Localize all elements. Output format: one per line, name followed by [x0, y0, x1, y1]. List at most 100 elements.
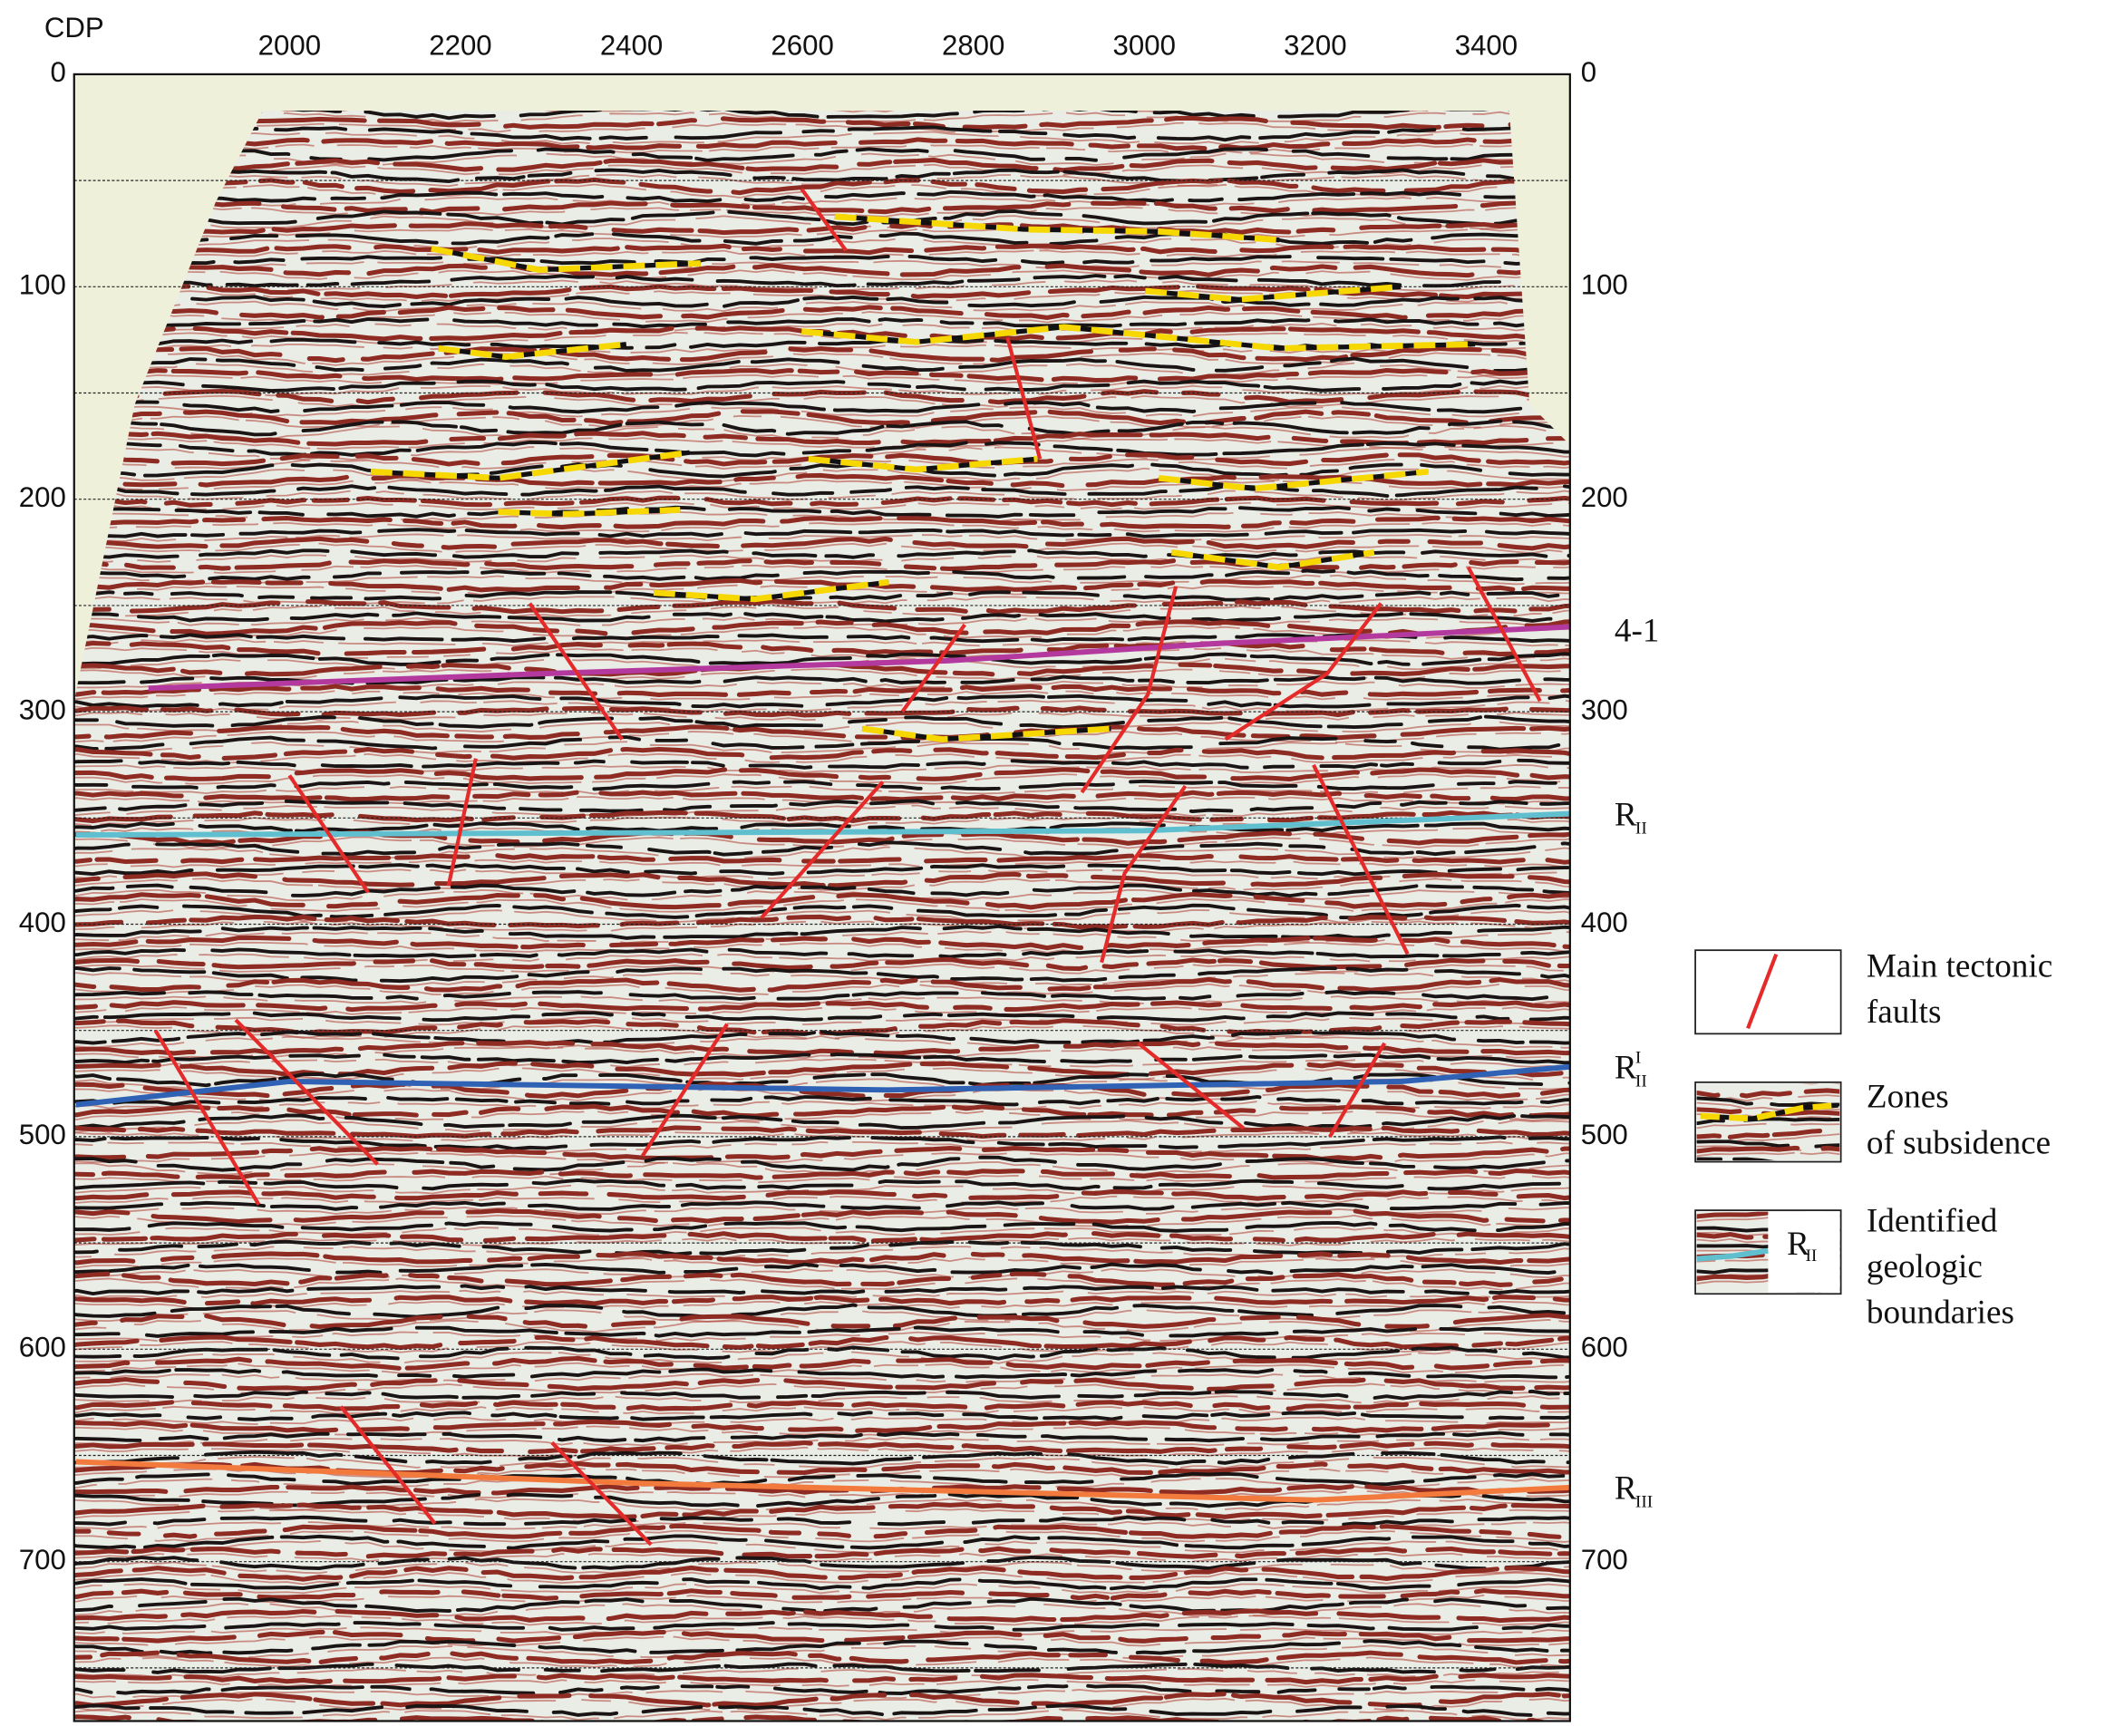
x-tick-label: 2600 [771, 29, 833, 61]
texture-trace [73, 400, 1570, 414]
texture-trace [73, 1523, 1570, 1540]
legend-label: boundaries [1867, 1295, 2014, 1332]
texture-trace [73, 1376, 1570, 1392]
texture-trace [73, 1303, 1570, 1319]
texture-trace [73, 680, 1570, 689]
texture-trace [73, 871, 1570, 888]
texture-trace [73, 295, 1570, 308]
texture-trace [1696, 1145, 1840, 1154]
texture-trace [73, 1639, 1570, 1655]
texture-trace [73, 316, 1570, 329]
texture-trace [73, 373, 1570, 386]
fault [153, 1029, 261, 1206]
plot-overlay [73, 179, 1570, 1669]
legend-box [1694, 1209, 1842, 1295]
texture-trace [73, 605, 1570, 618]
texture-trace [73, 714, 1570, 729]
texture-trace [73, 521, 1570, 533]
texture-trace [73, 883, 1570, 898]
texture-trace [73, 430, 1570, 447]
texture-trace [73, 995, 1570, 1005]
y2-tick-label: 300 [1581, 693, 1628, 725]
y2-tick-label: 200 [1581, 481, 1628, 513]
texture-trace [73, 173, 1570, 188]
texture-trace [73, 461, 1570, 479]
y-tick-label: 0 [50, 56, 65, 88]
y2-tick-label: 600 [1581, 1332, 1628, 1363]
y-tick-label: 100 [19, 269, 66, 301]
texture-trace [73, 1667, 1570, 1679]
texture-trace [73, 196, 1570, 208]
texture-trace [73, 289, 1570, 303]
axis-label: CDP [44, 12, 104, 44]
texture-trace [73, 1081, 1570, 1100]
texture-trace [73, 720, 1570, 733]
texture-trace [73, 1072, 1570, 1088]
texture-trace [73, 1214, 1570, 1228]
texture-trace [73, 618, 1570, 636]
texture-trace [73, 1629, 1570, 1644]
texture-trace [1696, 1122, 1840, 1130]
texture-trace [1696, 1215, 1840, 1223]
texture-trace [1682, 1164, 1843, 1173]
texture-trace [73, 147, 1570, 162]
texture-trace [73, 1334, 1570, 1351]
texture-trace [73, 836, 1570, 849]
texture-trace [73, 652, 1570, 666]
texture-trace [73, 1596, 1570, 1614]
texture-trace [73, 1300, 1570, 1310]
subsidence-base [834, 214, 1280, 243]
texture-trace [73, 379, 1570, 393]
texture-trace [73, 1135, 1570, 1151]
y2-tick-label: 500 [1581, 1119, 1628, 1150]
horizon [75, 1063, 1570, 1108]
texture-trace [73, 323, 1570, 333]
texture-trace [73, 1271, 1570, 1287]
texture-trace [73, 1552, 1570, 1563]
texture-trace [73, 598, 1570, 615]
texture-trace [73, 1389, 1570, 1401]
texture-trace [73, 590, 1570, 602]
texture-trace [73, 1416, 1570, 1426]
legend-label: Identified [1867, 1202, 1998, 1239]
texture-trace [73, 741, 1570, 755]
horizon [75, 1459, 1570, 1503]
texture-trace [73, 1284, 1570, 1296]
legend-symbol [1700, 1101, 1838, 1122]
texture-trace [73, 868, 1570, 880]
texture-trace [73, 131, 1570, 146]
x-tick-label: 3200 [1284, 29, 1346, 61]
texture-trace [73, 1035, 1570, 1049]
x-tick-label: 2400 [600, 29, 663, 61]
texture-trace [73, 1325, 1570, 1338]
texture-trace [73, 1331, 1570, 1343]
texture-trace [73, 125, 1570, 142]
texture-trace [73, 1683, 1570, 1695]
texture-trace [73, 1207, 1570, 1225]
texture-trace [73, 111, 1570, 121]
subsidence-zone [1144, 284, 1402, 303]
texture-trace [73, 1067, 1570, 1081]
texture-trace [73, 1546, 1570, 1559]
texture-trace [73, 935, 1570, 951]
texture-trace [73, 1251, 1570, 1266]
texture-trace [73, 1200, 1570, 1211]
texture-trace [73, 1539, 1570, 1554]
texture-trace [73, 684, 1570, 698]
texture-trace [73, 1461, 1570, 1476]
legend-sample-label: R [1787, 1226, 1809, 1263]
legend-item: Zones of subsidence [1682, 1079, 2051, 1173]
texture-trace [73, 1501, 1570, 1519]
fault [287, 774, 370, 894]
texture-trace [73, 115, 1570, 131]
fault [528, 602, 624, 741]
texture-trace [61, 1726, 1581, 1736]
legend-item: Main tectonic faults [1694, 948, 2052, 1035]
texture-trace [73, 501, 1570, 511]
legend-label: geologic [1867, 1248, 1983, 1285]
fault [234, 1018, 380, 1166]
texture-trace [73, 840, 1570, 857]
texture-trace [73, 168, 1570, 184]
legend-box [1694, 1081, 1842, 1163]
